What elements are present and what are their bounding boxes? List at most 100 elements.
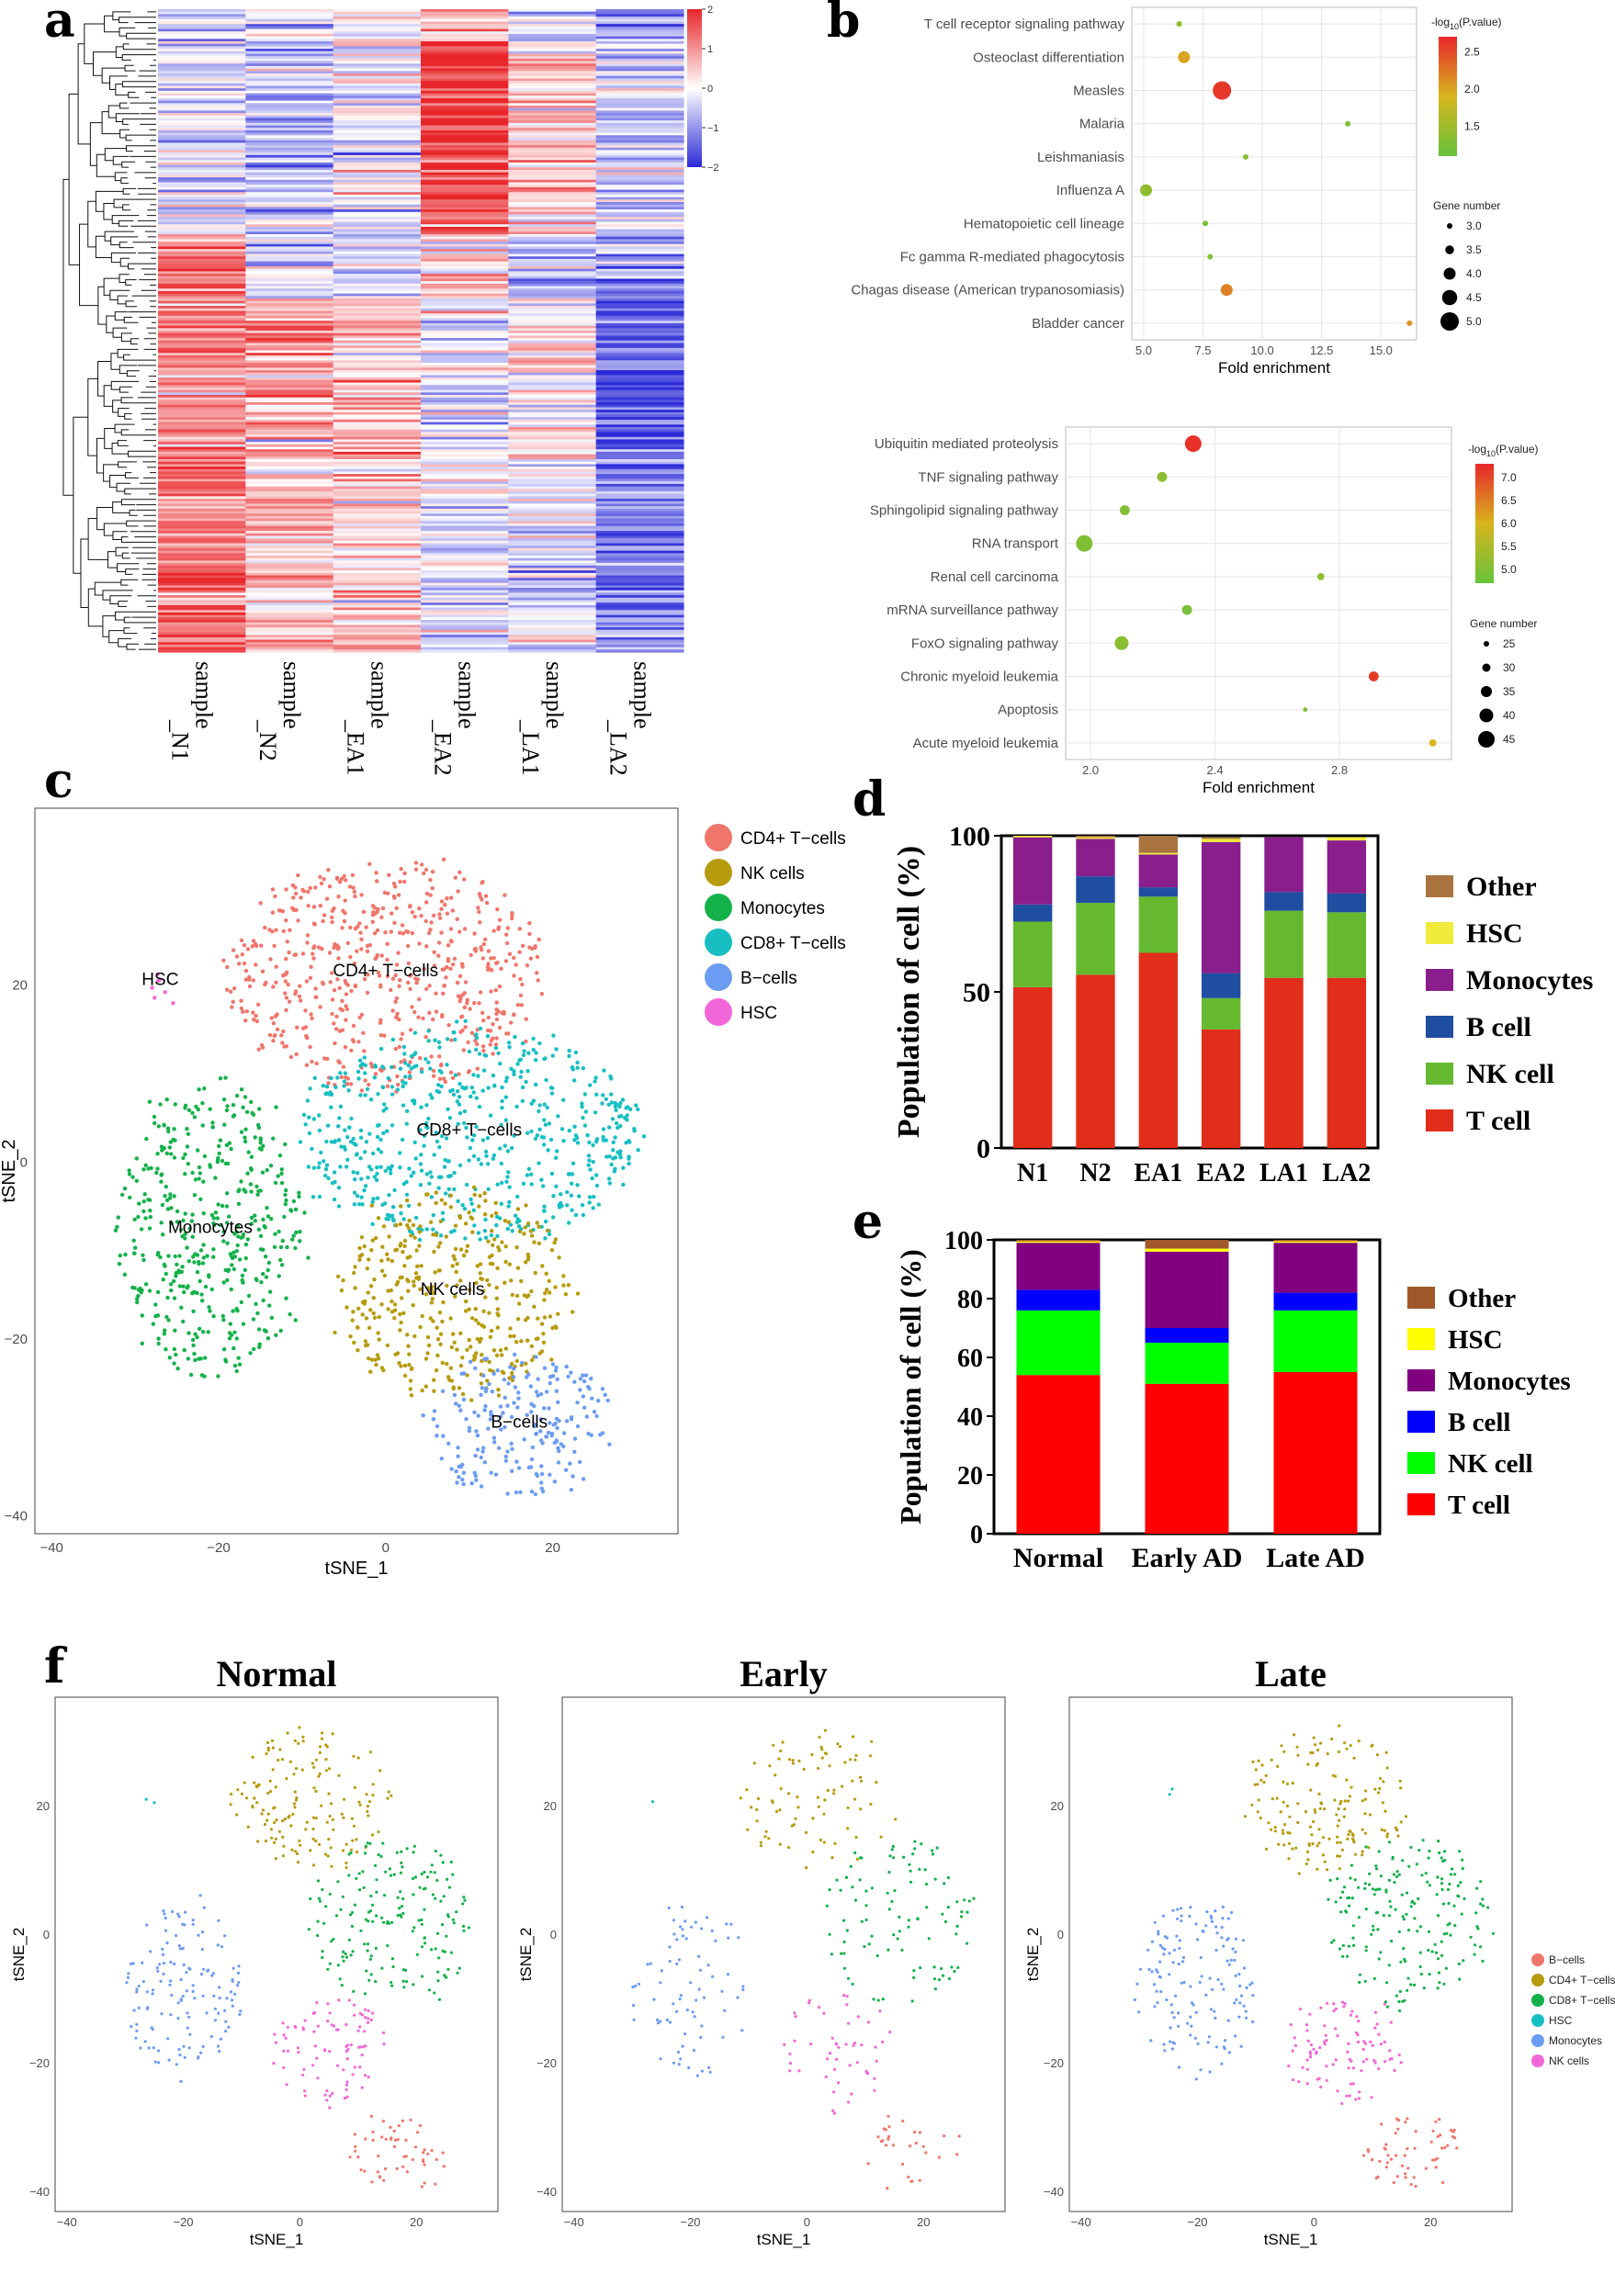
cell-point <box>317 1194 322 1199</box>
heatmap-cell <box>333 570 422 574</box>
cell-point <box>460 1478 465 1482</box>
cell-point <box>794 1817 797 1820</box>
heatmap-cell <box>508 570 597 574</box>
cell-point <box>453 1294 457 1299</box>
heatmap-cell <box>421 322 509 327</box>
cell-point <box>401 1911 405 1916</box>
cell-point <box>520 982 525 987</box>
heatmap-cell <box>333 106 422 109</box>
cell-point <box>330 971 334 975</box>
cell-point <box>266 1791 270 1795</box>
cell-point <box>486 1162 491 1166</box>
heatmap-cell <box>508 350 597 354</box>
heatmap-cell <box>508 61 597 64</box>
cell-point <box>233 1992 237 1996</box>
heatmap-cell <box>158 612 246 616</box>
heatmap-cell <box>595 49 684 52</box>
category-label: Malaria <box>1079 117 1125 132</box>
cell-point <box>225 1997 229 2000</box>
cell-point <box>340 1007 344 1013</box>
cell-point <box>259 943 264 948</box>
heatmap-cell <box>158 303 246 307</box>
cell-point <box>542 1406 547 1411</box>
cell-point <box>234 1249 239 1254</box>
heatmap-cell <box>508 197 597 200</box>
cell-point <box>898 1915 901 1919</box>
cell-point <box>166 1254 171 1258</box>
cell-point <box>334 1914 338 1918</box>
cell-point <box>141 1209 146 1214</box>
cell-point <box>169 1288 174 1293</box>
heatmap-cell <box>421 610 509 613</box>
heatmap-cell <box>245 518 334 522</box>
cell-point <box>386 1944 390 1948</box>
heatmap-cell <box>595 392 684 396</box>
heatmap-cell <box>158 97 246 102</box>
cell-point <box>419 914 424 918</box>
cell-point <box>208 1309 212 1313</box>
cell-point <box>338 1104 344 1109</box>
cell-point <box>265 1206 269 1210</box>
cell-point <box>333 1140 337 1144</box>
cell-point <box>157 2061 161 2065</box>
heatmap-column-label-line1: sample <box>541 661 568 729</box>
cell-point <box>507 1376 512 1380</box>
cell-point <box>286 2025 289 2029</box>
cell-point <box>163 1912 166 1916</box>
cell-point <box>143 1163 148 1168</box>
cell-point <box>423 1908 426 1911</box>
heatmap-cell <box>421 565 509 569</box>
heatmap-cell <box>245 328 334 332</box>
heatmap-cell <box>421 209 509 213</box>
size-legend-title: Gene number <box>1470 617 1537 630</box>
heatmap-cell <box>158 24 246 28</box>
cell-point <box>489 1232 494 1238</box>
cell-point <box>414 981 419 985</box>
cell-point <box>594 1173 599 1177</box>
cell-point <box>334 876 340 882</box>
cell-point <box>536 1336 540 1341</box>
size-legend-label: 4.5 <box>1466 291 1482 304</box>
heatmap-cell <box>508 392 597 396</box>
heatmap-cell <box>158 550 246 554</box>
cell-point <box>454 1269 458 1275</box>
cell-point <box>376 906 380 912</box>
heatmap-cell <box>421 234 509 238</box>
cell-point <box>562 1431 567 1435</box>
heatmap-cell <box>508 499 597 502</box>
heatmap-cell <box>245 276 334 280</box>
cell-point <box>371 1296 376 1300</box>
cell-point <box>479 1336 483 1342</box>
heatmap-cell <box>421 493 509 497</box>
heatmap-cell <box>595 39 684 42</box>
cell-point <box>417 941 422 946</box>
cell-point <box>364 1918 367 1921</box>
cell-point <box>603 1392 607 1398</box>
heatmap-cell <box>421 607 509 611</box>
cell-point <box>854 1753 858 1758</box>
cell-point <box>366 1805 369 1808</box>
heatmap-cell <box>508 343 597 346</box>
cell-point <box>506 1170 511 1175</box>
cell-point <box>377 1830 380 1834</box>
category-label: Acute myeloid leukemia <box>913 736 1059 751</box>
heatmap-cell <box>508 258 597 263</box>
cell-point <box>412 915 417 919</box>
cell-point <box>420 1922 424 1926</box>
cell-point <box>548 1375 553 1379</box>
cell-point <box>294 1052 299 1057</box>
bar-segment <box>1327 837 1367 841</box>
cell-point <box>166 2037 170 2041</box>
cell-point <box>186 2026 189 2030</box>
cell-point <box>479 1381 484 1386</box>
cell-point <box>325 1123 331 1128</box>
cell-point <box>365 990 370 996</box>
heatmap-cell <box>333 43 422 47</box>
heatmap-cell <box>595 122 684 127</box>
cell-point <box>437 1956 441 1960</box>
heatmap-cell <box>245 217 334 220</box>
cell-point <box>128 1195 132 1200</box>
heatmap-cell <box>158 322 246 327</box>
cell-point <box>236 1984 240 1987</box>
cell-point <box>509 1361 514 1367</box>
